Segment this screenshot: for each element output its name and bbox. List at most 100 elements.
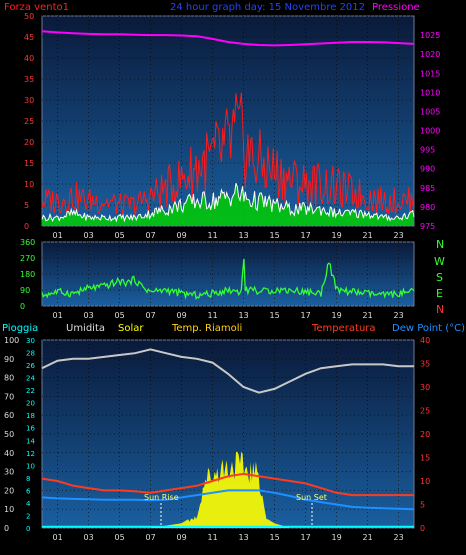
rain-axis-label: Pioggia [2, 323, 38, 334]
x-tick-label: 17 [301, 533, 311, 542]
x-tick-label: 19 [332, 231, 342, 240]
x-tick-label: 21 [363, 231, 373, 240]
sunset-label: Sun Set [296, 493, 327, 502]
left-tick-label: 80 [4, 374, 14, 383]
left-tick-label: 5 [24, 201, 29, 210]
left-tick-label: 270 [20, 254, 35, 263]
x-tick-label: 07 [146, 311, 156, 320]
x-tick-label: 05 [115, 533, 125, 542]
right-tick-label: 10 [420, 477, 430, 486]
x-tick-label: 01 [53, 311, 63, 320]
direction-panel [41, 241, 415, 307]
rain-tick-label: 8 [26, 475, 30, 483]
left-tick-label: 15 [24, 159, 34, 168]
x-tick-label: 13 [239, 311, 249, 320]
solar-label: Solar [118, 323, 144, 334]
right-tick-label: 1025 [420, 31, 440, 40]
wind-gust-line [41, 92, 415, 216]
right-tick-label: 1015 [420, 69, 440, 78]
x-tick-label: 03 [84, 231, 94, 240]
right-tick-label: 25 [420, 407, 430, 416]
right-tick-label: 0 [420, 524, 425, 533]
compass-s: S [436, 271, 443, 284]
x-tick-label: 03 [84, 311, 94, 320]
rain-tick-label: 20 [26, 400, 35, 408]
right-tick-label: 30 [420, 383, 430, 392]
rain-tick-label: 10 [26, 462, 35, 470]
wind-direction-line [41, 258, 415, 301]
right-tick-label: 1005 [420, 107, 440, 116]
right-tick-label: 20 [420, 430, 430, 439]
left-tick-label: 60 [4, 411, 14, 420]
x-tick-label: 07 [146, 533, 156, 542]
right-tick-label: 985 [420, 184, 435, 193]
left-tick-label: 40 [24, 54, 34, 63]
compass-n-bottom: N [436, 303, 444, 316]
temp-panel [41, 339, 415, 529]
pressure-line [41, 30, 415, 47]
dew-point-line [41, 489, 415, 511]
humidity-label: Umidita [66, 323, 105, 334]
rain-tick-label: 0 [26, 525, 30, 533]
left-tick-label: 10 [4, 505, 14, 514]
temperature-line [41, 472, 414, 497]
left-tick-label: 30 [4, 468, 14, 477]
x-tick-label: 05 [115, 311, 125, 320]
compass-n-top: N [436, 238, 444, 251]
x-tick-label: 11 [208, 231, 218, 240]
left-tick-label: 40 [4, 449, 14, 458]
x-tick-label: 21 [363, 533, 373, 542]
right-tick-label: 980 [420, 203, 435, 212]
right-tick-label: 1000 [420, 127, 440, 136]
x-tick-label: 07 [146, 231, 156, 240]
x-tick-label: 15 [270, 231, 280, 240]
left-tick-label: 360 [20, 238, 35, 247]
x-tick-label: 09 [177, 533, 187, 542]
left-tick-label: 70 [4, 392, 14, 401]
rain-tick-label: 16 [26, 425, 35, 433]
chart-title: 24 hour graph day: 15 Novembre 2012 [170, 2, 365, 13]
wind-axis-label: Forza vento1 [4, 2, 69, 13]
left-tick-label: 20 [4, 486, 14, 495]
rain-tick-label: 24 [26, 375, 35, 383]
right-tick-label: 40 [420, 336, 430, 345]
x-tick-label: 15 [270, 311, 280, 320]
left-tick-label: 30 [24, 96, 34, 105]
left-tick-label: 90 [4, 355, 14, 364]
left-tick-label: 0 [4, 524, 9, 533]
right-tick-label: 1020 [420, 50, 440, 59]
x-tick-label: 13 [239, 533, 249, 542]
left-tick-label: 50 [4, 430, 14, 439]
x-tick-label: 19 [332, 533, 342, 542]
right-tick-label: 995 [420, 146, 435, 155]
dew-point-label: Dew Point (°C) [392, 323, 465, 334]
left-tick-label: 50 [24, 12, 34, 21]
x-tick-label: 09 [177, 231, 187, 240]
right-tick-label: 5 [420, 501, 425, 510]
sunrise-label: Sun Rise [144, 493, 179, 502]
rain-tick-label: 28 [26, 350, 35, 358]
x-tick-label: 23 [394, 231, 404, 240]
left-tick-label: 0 [20, 302, 25, 311]
x-tick-label: 21 [363, 311, 373, 320]
x-tick-label: 17 [301, 231, 311, 240]
humidity-line [41, 348, 414, 394]
right-tick-label: 35 [420, 360, 430, 369]
left-tick-label: 90 [20, 286, 30, 295]
right-tick-label: 990 [420, 165, 435, 174]
rain-tick-label: 26 [26, 362, 35, 370]
x-tick-label: 23 [394, 311, 404, 320]
wind-speed-area [42, 183, 414, 226]
left-tick-label: 20 [24, 138, 34, 147]
x-tick-label: 05 [115, 231, 125, 240]
x-tick-label: 09 [177, 311, 187, 320]
rain-tick-label: 30 [26, 337, 35, 345]
right-tick-label: 15 [420, 454, 430, 463]
rain-tick-label: 4 [26, 500, 31, 508]
rain-tick-label: 14 [26, 437, 35, 445]
left-tick-label: 45 [24, 33, 34, 42]
x-tick-label: 15 [270, 533, 280, 542]
right-tick-label: 1010 [420, 88, 440, 97]
x-tick-label: 19 [332, 311, 342, 320]
x-tick-label: 17 [301, 311, 311, 320]
